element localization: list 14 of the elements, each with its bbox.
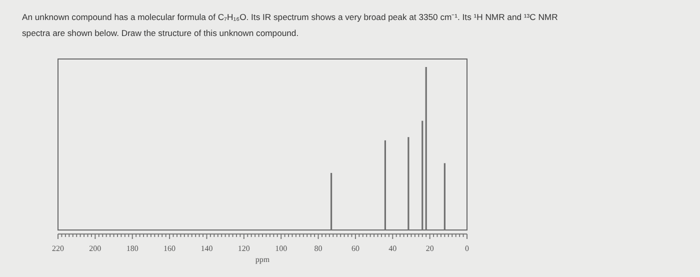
x-tick-label: 0 <box>465 244 469 253</box>
x-tick-label: 160 <box>164 244 176 253</box>
x-tick-label: 200 <box>89 244 102 253</box>
x-tick-label: 100 <box>275 244 288 253</box>
x-tick-label: 20 <box>426 244 434 253</box>
x-tick-label: 80 <box>314 244 322 253</box>
x-tick-label: 60 <box>351 244 360 253</box>
x-tick-label: 40 <box>388 244 397 253</box>
x-axis-title: ppm <box>255 255 270 264</box>
chart-title: An unknown compound has a molecular formula of C₇H₁₆O. Its IR spectrum shows a very broad peak at 3350 cm⁻¹. Its ¹H NMR and ¹³C NMR spectra are shown below. Draw the structure of this unknown compound. <box>22 12 558 38</box>
x-tick-label: 180 <box>126 244 138 253</box>
x-tick-label: 220 <box>52 244 64 253</box>
x-tick-label: 140 <box>200 244 213 253</box>
x-tick-label: 120 <box>238 244 250 253</box>
